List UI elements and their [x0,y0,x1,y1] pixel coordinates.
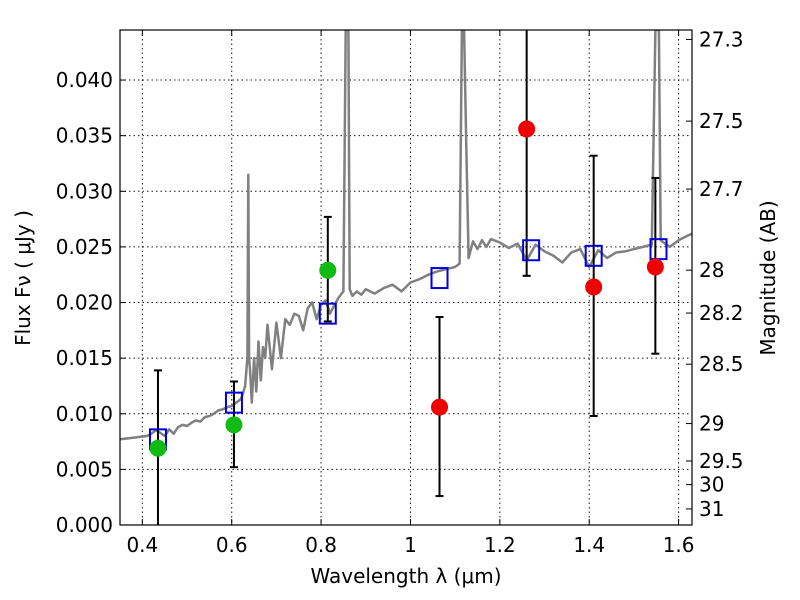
detection-point [225,416,243,434]
data-point-layer [149,120,664,457]
y-tick-label: 0.025 [56,235,113,259]
mag-tick-label: 28.2 [699,301,744,325]
detection-point [319,261,337,279]
y-tick-label: 0.020 [56,291,113,315]
x-tick-label: 1 [404,533,417,557]
model-photometry-square [522,239,541,262]
x-axis-title: Wavelength λ (μm) [310,564,501,588]
mag-tick-label: 27.5 [699,109,744,133]
non-detection-point [646,258,664,276]
model-photometry-square [318,302,337,325]
model-photometry-square [430,267,449,290]
plot-frame [119,29,693,526]
x-tick-label: 1.6 [663,533,695,557]
y-tick-label: 0.040 [56,68,113,92]
y-tick-label: 0.005 [56,457,113,481]
non-detection-point [585,278,603,296]
y-tick-label: 0.030 [56,179,113,203]
model-square-layer [148,238,668,451]
detection-point [149,439,167,457]
error-bar-layer [153,30,660,525]
y-tick-label: 0.035 [56,124,113,148]
x-tick-label: 0.6 [216,533,248,557]
y2-axis-title: Magnitude (AB) [756,200,780,355]
x-tick-label: 1.2 [484,533,516,557]
y-tick-label: 0.010 [56,402,113,426]
mag-tick-label: 27.7 [699,177,744,201]
mag-tick-label: 28.5 [699,352,744,376]
non-detection-point [518,120,536,138]
sed-line-layer [120,30,692,441]
mag-tick-label: 28 [699,258,724,282]
model-photometry-square [584,244,603,267]
mag-tick-label: 27.3 [699,27,744,51]
grid-layer [120,30,692,526]
sed-model-line [120,30,692,441]
x-tick-label: 0.8 [305,533,337,557]
mag-tick-label: 29.5 [699,449,744,473]
mag-tick-label: 30 [699,473,724,497]
non-detection-point [431,398,449,416]
mag-tick-label: 31 [699,497,724,521]
model-photometry-square [224,391,243,414]
x-tick-label: 0.4 [126,533,158,557]
mag-tick-label: 29 [699,412,724,436]
y-tick-label: 0.000 [56,513,113,537]
x-tick-label: 1.4 [573,533,605,557]
tick-layer: 0.4 0.6 0.8 1 1.2 1.4 1.6 0.000 0.005 0.010 0.015 0… [56,27,744,557]
y-axis-title: Flux Fν ( μJy ) [11,210,35,346]
y-tick-label: 0.015 [56,346,113,370]
